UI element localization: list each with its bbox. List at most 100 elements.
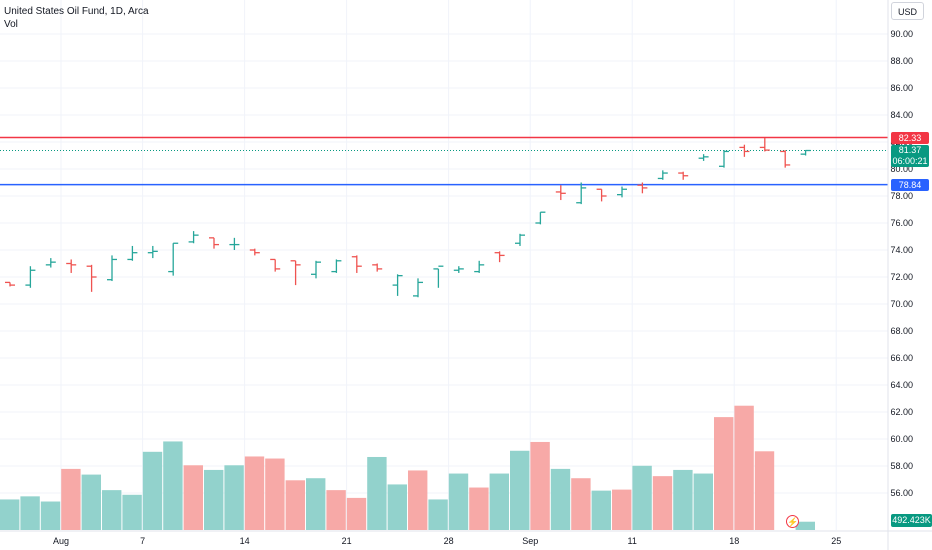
price-bars: [5, 137, 811, 298]
time-tick-label: 18: [729, 536, 739, 546]
horizontal-lines: [0, 136, 888, 186]
volume-bar: [591, 490, 611, 530]
currency-button[interactable]: USD: [891, 2, 924, 20]
ohlc-bar: [147, 245, 158, 259]
ohlc-bar: [433, 265, 444, 288]
ohlc-bar: [657, 170, 668, 180]
volume-bar: [265, 458, 285, 530]
price-tick-label: 68.00: [890, 326, 913, 336]
volume-bar: [102, 490, 122, 530]
volume-bar: [122, 494, 142, 530]
price-tick-label: 84.00: [890, 110, 913, 120]
ohlc-bar: [780, 150, 791, 168]
volume-bar: [489, 473, 509, 530]
price-tick-label: 88.00: [890, 56, 913, 66]
price-tick-label: 66.00: [890, 353, 913, 363]
time-tick-label: 7: [140, 536, 145, 546]
volume-bar: [754, 451, 775, 530]
ohlc-bar: [719, 150, 729, 168]
time-tick-label: Aug: [53, 536, 69, 546]
time-tick-label: 21: [342, 536, 352, 546]
ohlc-bar: [66, 259, 77, 273]
time-tick-label: 28: [444, 536, 454, 546]
volume-bar: [224, 465, 244, 530]
volume-bar: [428, 499, 448, 530]
price-tick-label: 56.00: [890, 488, 913, 498]
volume-bar: [469, 487, 489, 530]
ohlc-bar: [392, 274, 403, 296]
volume-bar: [163, 441, 183, 530]
price-tick-label: 78.00: [890, 191, 913, 201]
grid: [0, 0, 888, 530]
time-tick-label: Sep: [522, 536, 538, 546]
ohlc-bar: [351, 255, 362, 273]
ohlc-bar: [372, 263, 383, 272]
ohlc-bar: [209, 237, 219, 249]
volume-bar: [673, 469, 693, 530]
ohlc-bar: [678, 171, 689, 180]
price-axis: 90.0088.0086.0084.0082.0080.0078.0076.00…: [887, 0, 913, 550]
price-tick-label: 72.00: [890, 272, 913, 282]
volume-bar: [367, 456, 387, 530]
ohlc-bar: [535, 211, 546, 225]
time-tick-label: 25: [831, 536, 841, 546]
chart-legend: United States Oil Fund, 1D, Arca Vol: [4, 5, 149, 31]
volume-bar: [612, 489, 632, 530]
volume-bar: [693, 473, 713, 530]
price-tick-label: 64.00: [890, 380, 913, 390]
ohlc-bar: [25, 266, 36, 288]
volume-bar: [20, 496, 40, 530]
price-tick-label: 80.00: [890, 164, 913, 174]
volume-bar: [244, 456, 265, 530]
ohlc-bar: [555, 185, 566, 201]
lightning-icon[interactable]: ⚡: [786, 515, 799, 528]
ohlc-bar: [107, 255, 117, 282]
ohlc-bar: [739, 144, 750, 157]
volume-value-tag: 492.423K: [891, 514, 932, 527]
ohlc-bar: [515, 233, 525, 246]
volume-bar: [387, 484, 407, 530]
price-tick-label: 76.00: [890, 218, 913, 228]
ohlc-bar: [45, 258, 56, 268]
support-price-tag: 78.84: [891, 178, 929, 191]
ohlc-bar: [596, 188, 607, 202]
volume-bar: [326, 490, 346, 530]
volume-bar: [632, 465, 652, 530]
price-tick-label: 74.00: [890, 245, 913, 255]
ohlc-bar: [188, 231, 199, 244]
volume-bar: [795, 521, 815, 530]
volume-bar: [652, 476, 673, 530]
volume-bar: [81, 474, 101, 530]
ohlc-bar: [637, 182, 648, 194]
symbol-title[interactable]: United States Oil Fund, 1D, Arca: [4, 6, 149, 17]
ohlc-bar: [270, 258, 281, 272]
volume-bar: [346, 497, 367, 530]
volume-bar: [142, 451, 163, 530]
ohlc-bar: [249, 248, 260, 256]
countdown-timer: 06:00:21: [892, 155, 928, 166]
volume-bar: [550, 468, 571, 530]
volume-bar: [306, 478, 326, 530]
ohlc-bar: [453, 266, 464, 273]
ohlc-bar: [413, 278, 423, 298]
volume-bar: [734, 405, 754, 530]
volume-label[interactable]: Vol: [4, 19, 18, 30]
price-tick-label: 70.00: [890, 299, 913, 309]
time-axis: Aug 7 14 21 28 Sep 11 18 25: [0, 530, 932, 546]
volume-bar: [571, 478, 591, 530]
volume-bar: [0, 499, 20, 530]
volume-bar: [714, 417, 734, 530]
volume-bar: [61, 468, 81, 530]
time-tick-label: 11: [628, 536, 637, 546]
ohlc-bar: [86, 264, 97, 292]
resistance-price-tag: 82.33: [891, 131, 929, 144]
price-tick-label: 62.00: [890, 407, 913, 417]
ohlc-bar: [331, 259, 342, 273]
ohlc-bar: [229, 237, 240, 250]
price-tick-label: 86.00: [890, 83, 913, 93]
price-tick-label: 60.00: [890, 434, 913, 444]
last-price-value: 81.37: [898, 144, 922, 155]
ohlc-bar: [617, 186, 627, 198]
ohlc-bar: [474, 260, 485, 273]
